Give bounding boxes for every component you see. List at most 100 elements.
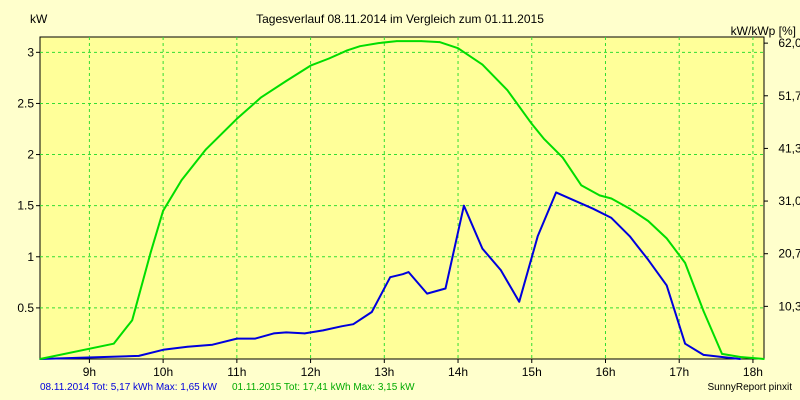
y2-tick-label: 41,3 (778, 141, 800, 155)
data-point (352, 323, 355, 326)
data-point (205, 148, 207, 151)
data-point (647, 220, 650, 222)
data-point (131, 319, 133, 321)
data-point (506, 89, 509, 91)
data-point (103, 356, 105, 358)
data-point (543, 138, 546, 141)
data-point (530, 123, 533, 125)
y2-tick-label: 10,3 (778, 299, 800, 313)
data-point (499, 269, 502, 271)
data-point (739, 356, 742, 358)
data-point (580, 184, 582, 187)
data-point (309, 64, 312, 67)
y2-tick-label: 31,0 (778, 194, 800, 208)
data-point (684, 342, 686, 345)
data-point (162, 209, 164, 212)
data-point (407, 271, 410, 273)
chart-title: Tagesverlauf 08.11.2014 im Vergleich zum… (256, 12, 544, 26)
data-point (328, 57, 330, 60)
y2-tick-label: 20,7 (778, 247, 800, 261)
x-tick-label: 14h (448, 365, 468, 379)
data-point (137, 355, 140, 357)
data-point (592, 207, 594, 210)
data-point (340, 325, 343, 328)
data-point (322, 329, 324, 332)
plot-area (39, 36, 765, 360)
y-tick-label: 2.5 (17, 96, 34, 110)
x-tick-label: 11h (227, 365, 246, 379)
data-point (285, 80, 288, 82)
x-tick-label: 10h (153, 365, 173, 379)
data-point (377, 42, 380, 44)
y2-tick-label: 62,0 (778, 36, 800, 50)
credit-text: SunnyReport pinxit (707, 382, 793, 393)
data-point (149, 251, 152, 254)
x-tick-label: 16h (595, 365, 615, 379)
data-point (457, 47, 459, 50)
data-point (763, 358, 765, 360)
y-axis-left-label: kW (30, 12, 48, 26)
data-point (684, 262, 686, 264)
data-point (739, 358, 742, 360)
data-point (236, 117, 238, 120)
data-point (665, 237, 668, 240)
data-point (426, 292, 428, 295)
data-point (389, 276, 392, 279)
legend-series-2: 01.11.2015 Tot: 17,41 kWh Max: 3,15 kW (232, 382, 415, 393)
y-axis-right-label: kW/kWp [%] (731, 24, 796, 38)
series-line-1 (39, 191, 741, 360)
x-tick-label: 15h (522, 365, 542, 379)
data-point (647, 259, 650, 261)
axis-layer: 9h 10h 11h 12h 13h 14h 15h 16h 17h 18h 0.5 1 1.5 2 2.5… (17, 36, 800, 379)
x-tick-label: 13h (374, 365, 394, 379)
data-point (39, 358, 41, 360)
y2-tick-label: 51,7 (778, 89, 800, 103)
grid-layer (40, 37, 764, 359)
x-tick-label: 9h (83, 365, 96, 379)
data-point (180, 179, 183, 181)
data-point (420, 40, 422, 42)
data-point (610, 197, 613, 200)
data-point (112, 342, 115, 345)
data-point (303, 332, 306, 335)
data-point (721, 353, 723, 355)
x-tick-label: 12h (301, 365, 321, 379)
data-point (396, 40, 398, 42)
data-point (518, 300, 521, 303)
data-point (401, 273, 404, 275)
data-point (272, 332, 275, 335)
x-tick-label: 17h (669, 365, 689, 379)
data-point (162, 349, 164, 351)
y-tick-label: 1.5 (17, 199, 34, 213)
data-point (463, 204, 465, 207)
data-point (285, 331, 288, 334)
series-layer (39, 40, 765, 360)
data-point (260, 96, 262, 99)
data-point (481, 247, 484, 250)
y-tick-label: 1 (27, 250, 34, 264)
legend-series-1: 08.11.2014 Tot: 5,17 kWh Max: 1,65 kW (40, 382, 217, 393)
series-group-2 (39, 40, 765, 360)
data-point (702, 310, 705, 312)
data-point (211, 343, 214, 346)
series-group-1 (39, 191, 742, 360)
data-point (444, 287, 447, 290)
y-tick-label: 2 (27, 148, 34, 162)
data-point (573, 199, 576, 202)
data-point (186, 345, 189, 348)
data-point (555, 191, 557, 194)
data-point (536, 235, 539, 238)
data-point (665, 284, 668, 287)
data-point (254, 337, 257, 340)
data-point (629, 235, 631, 238)
y-tick-label: 3 (27, 45, 34, 59)
y-tick-label: 0.5 (17, 301, 34, 315)
data-point (721, 356, 723, 358)
data-point (629, 207, 631, 210)
data-point (346, 49, 349, 52)
data-point (702, 354, 705, 356)
data-point (561, 156, 564, 159)
data-point (610, 217, 613, 219)
data-point (359, 45, 361, 47)
data-point (236, 337, 238, 340)
